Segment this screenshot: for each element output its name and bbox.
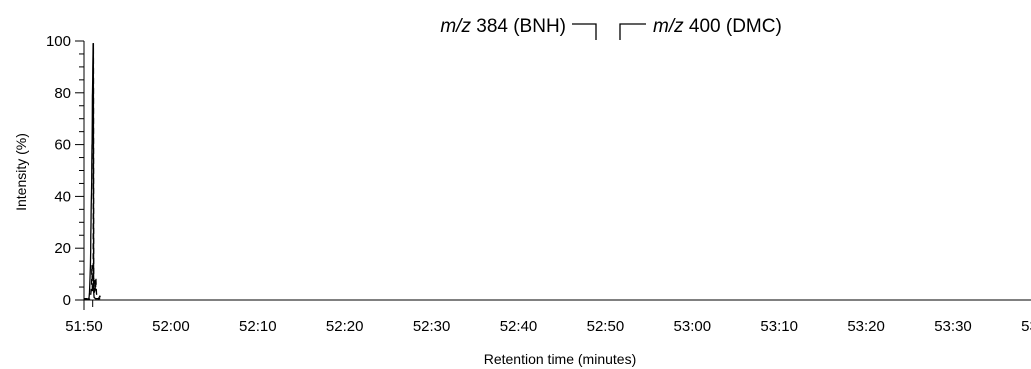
y-tick-label: 20: [54, 240, 71, 257]
legend-mz-prefix-bnh: m/z: [440, 16, 471, 37]
legend-bracket-dmc: [619, 23, 646, 40]
x-tick-label: 53:20: [847, 318, 885, 335]
legend-bracket-bnh: [572, 23, 597, 40]
series-line-dmc: [84, 42, 101, 300]
plot-series-layer: [84, 42, 101, 300]
x-tick-label: 52:30: [413, 318, 451, 335]
legend-label-dmc: m/z 400 (DMC): [653, 16, 782, 37]
x-tick-label: 52:00: [152, 318, 190, 335]
y-tick-label: 0: [63, 292, 71, 309]
legend-mz-prefix-dmc: m/z: [653, 16, 684, 37]
x-tick-label: 52:40: [500, 318, 538, 335]
y-tick-label: 40: [54, 188, 71, 205]
axes-layer: [83, 41, 1031, 301]
series-line-bnh: [84, 42, 101, 300]
legend-text-bnh: 384 (BNH): [471, 16, 566, 37]
y-tick-label: 60: [54, 137, 71, 154]
x-tick-label: 52:20: [326, 318, 364, 335]
x-tick-label: 53:40: [1021, 318, 1031, 335]
x-axis-title: Retention time (minutes): [484, 351, 637, 367]
legend-label-bnh: m/z 384 (BNH): [440, 16, 566, 37]
x-tick-label: 53:00: [674, 318, 712, 335]
x-axis-ticks: 51:50 52:00 52:10 52:20 52:30 52:40 52:50 53:00…: [65, 300, 1031, 335]
x-tick-label: 53:30: [934, 318, 972, 335]
y-tick-label: 80: [54, 85, 71, 102]
x-tick-label: 52:10: [239, 318, 277, 335]
x-tick-label: 52:50: [587, 318, 625, 335]
legend-text-dmc: 400 (DMC): [684, 16, 782, 37]
legend: m/z 384 (BNH) m/z 400 (DMC): [440, 16, 782, 40]
y-axis-title: Intensity (%): [13, 133, 29, 211]
x-tick-label: 53:10: [760, 318, 798, 335]
y-axis-ticks: 0 20 40 60 80 100: [46, 33, 84, 309]
x-tick-label: 51:50: [65, 318, 103, 335]
y-tick-label: 100: [46, 33, 71, 50]
